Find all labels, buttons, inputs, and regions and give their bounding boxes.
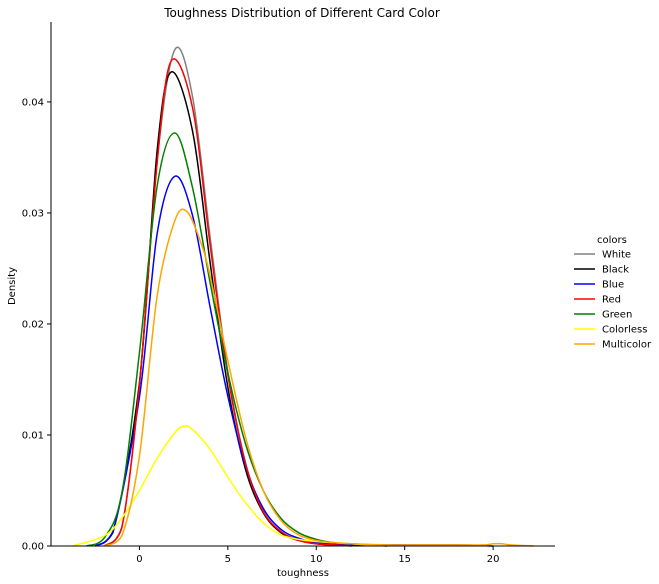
x-tick-label: 20 <box>487 554 500 565</box>
x-tick-label: 10 <box>310 554 323 565</box>
y-tick-label: 0.02 <box>22 319 44 330</box>
series-line-black <box>94 71 388 547</box>
chart-title: Toughness Distribution of Different Card… <box>163 6 440 20</box>
legend: colors White Black Blue Red Green Colorless Mu… <box>574 235 652 351</box>
series-line-white <box>103 46 352 547</box>
x-tick-label: 0 <box>136 554 142 565</box>
x-tick-label: 15 <box>398 554 411 565</box>
y-tick-label: 0.04 <box>22 97 44 108</box>
y-ticks: 0.00 0.01 0.02 0.03 0.04 <box>22 97 51 553</box>
y-axis-label: Density <box>7 267 18 305</box>
legend-label-blue: Blue <box>602 280 624 291</box>
legend-label-black: Black <box>602 265 629 276</box>
x-ticks: 0 5 10 15 20 <box>136 546 499 565</box>
series-line-colorless <box>71 425 388 547</box>
series-line-green <box>86 132 388 547</box>
legend-title: colors <box>597 235 627 246</box>
legend-label-green: Green <box>602 310 632 321</box>
legend-label-red: Red <box>602 295 621 306</box>
legend-label-colorless: Colorless <box>602 325 647 336</box>
legend-label-white: White <box>602 250 631 261</box>
y-tick-label: 0.00 <box>22 542 44 553</box>
legend-items: White Black Blue Red Green Colorless Multicolo… <box>574 250 652 351</box>
x-tick-label: 5 <box>225 554 231 565</box>
series-line-multicolor <box>103 208 534 547</box>
legend-label-multicolor: Multicolor <box>602 340 652 351</box>
plot-area <box>71 46 534 547</box>
y-tick-label: 0.01 <box>22 430 44 441</box>
y-tick-label: 0.03 <box>22 208 44 219</box>
x-axis-label: toughness <box>277 568 329 579</box>
series-line-blue <box>94 175 494 547</box>
series-line-red <box>103 58 352 547</box>
